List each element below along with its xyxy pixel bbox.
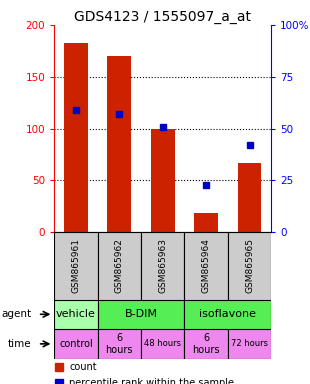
Title: GDS4123 / 1555097_a_at: GDS4123 / 1555097_a_at [74,10,251,24]
Bar [98,329,141,359]
Text: time: time [8,339,32,349]
Text: agent: agent [2,309,32,319]
Text: GSM865963: GSM865963 [158,238,167,293]
Text: 6
hours: 6 hours [106,333,133,355]
Bar [184,232,228,300]
Text: control: control [59,339,93,349]
Text: count: count [69,362,97,372]
Bar [54,329,98,359]
Bar [54,232,98,300]
Bar [54,300,98,329]
Bar [64,43,88,232]
Text: GSM865964: GSM865964 [202,238,211,293]
Bar [151,129,175,232]
Bar [141,329,184,359]
Text: GSM865962: GSM865962 [115,238,124,293]
Text: vehicle: vehicle [56,309,96,319]
Text: percentile rank within the sample: percentile rank within the sample [69,378,234,384]
Text: B-DIM: B-DIM [125,309,157,319]
Text: 6
hours: 6 hours [193,333,220,355]
Text: GSM865965: GSM865965 [245,238,254,293]
Bar [238,163,262,232]
Bar [108,56,131,232]
Bar [228,232,271,300]
Text: GSM865961: GSM865961 [71,238,81,293]
Bar [141,232,184,300]
Text: isoflavone: isoflavone [199,309,256,319]
Bar [184,329,228,359]
Bar [98,300,184,329]
Bar [228,329,271,359]
Bar [184,300,271,329]
Bar [194,213,218,232]
Text: 48 hours: 48 hours [144,339,181,348]
Bar [98,232,141,300]
Text: 72 hours: 72 hours [231,339,268,348]
